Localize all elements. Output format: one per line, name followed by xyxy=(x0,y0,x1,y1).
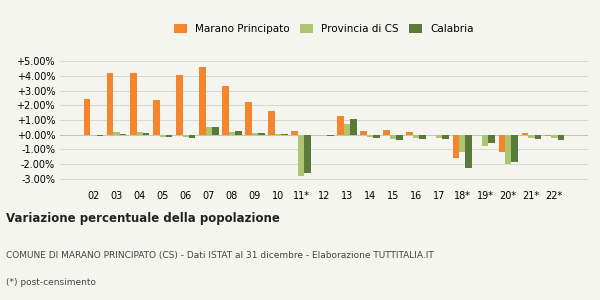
Bar xyxy=(488,135,495,143)
Bar xyxy=(235,131,242,135)
Bar xyxy=(275,134,281,135)
Bar xyxy=(521,133,528,135)
Bar xyxy=(304,135,311,173)
Bar xyxy=(229,132,235,135)
Bar xyxy=(251,133,258,135)
Text: (*) post-censimento: (*) post-censimento xyxy=(6,278,96,287)
Bar xyxy=(130,73,137,135)
Text: Variazione percentuale della popolazione: Variazione percentuale della popolazione xyxy=(6,212,280,225)
Bar xyxy=(482,135,488,146)
Bar xyxy=(361,131,367,135)
Bar xyxy=(350,119,357,135)
Bar xyxy=(84,99,91,135)
Bar xyxy=(182,135,189,137)
Bar xyxy=(442,135,449,139)
Bar xyxy=(367,135,373,137)
Bar xyxy=(466,135,472,168)
Bar xyxy=(176,74,182,135)
Bar xyxy=(406,132,413,135)
Bar xyxy=(337,116,344,135)
Text: COMUNE DI MARANO PRINCIPATO (CS) - Dati ISTAT al 31 dicembre - Elaborazione TUTT: COMUNE DI MARANO PRINCIPATO (CS) - Dati … xyxy=(6,251,434,260)
Bar xyxy=(189,135,196,138)
Legend: Marano Principato, Provincia di CS, Calabria: Marano Principato, Provincia di CS, Cala… xyxy=(170,20,478,38)
Bar xyxy=(166,135,172,137)
Bar xyxy=(390,135,397,139)
Bar xyxy=(222,85,229,135)
Bar xyxy=(199,67,206,135)
Bar xyxy=(113,133,120,135)
Bar xyxy=(397,135,403,140)
Bar xyxy=(120,134,127,135)
Bar xyxy=(383,130,390,135)
Bar xyxy=(419,135,426,139)
Bar xyxy=(557,135,564,140)
Bar xyxy=(137,133,143,135)
Bar xyxy=(143,133,149,135)
Bar xyxy=(535,135,541,139)
Bar xyxy=(499,135,505,152)
Bar xyxy=(160,135,166,137)
Bar xyxy=(413,135,419,138)
Bar xyxy=(505,135,511,164)
Bar xyxy=(551,135,557,138)
Bar xyxy=(206,127,212,135)
Bar xyxy=(281,134,287,135)
Bar xyxy=(344,124,350,135)
Bar xyxy=(212,127,218,135)
Bar xyxy=(268,111,275,135)
Bar xyxy=(298,135,304,176)
Bar xyxy=(459,135,466,152)
Bar xyxy=(528,135,535,138)
Bar xyxy=(452,135,459,158)
Bar xyxy=(373,135,380,138)
Bar xyxy=(258,133,265,135)
Bar xyxy=(153,100,160,135)
Bar xyxy=(511,135,518,162)
Bar xyxy=(545,135,551,136)
Bar xyxy=(291,131,298,135)
Bar xyxy=(327,135,334,136)
Bar xyxy=(107,73,113,135)
Bar xyxy=(97,135,103,136)
Bar xyxy=(245,102,251,135)
Bar xyxy=(436,135,442,138)
